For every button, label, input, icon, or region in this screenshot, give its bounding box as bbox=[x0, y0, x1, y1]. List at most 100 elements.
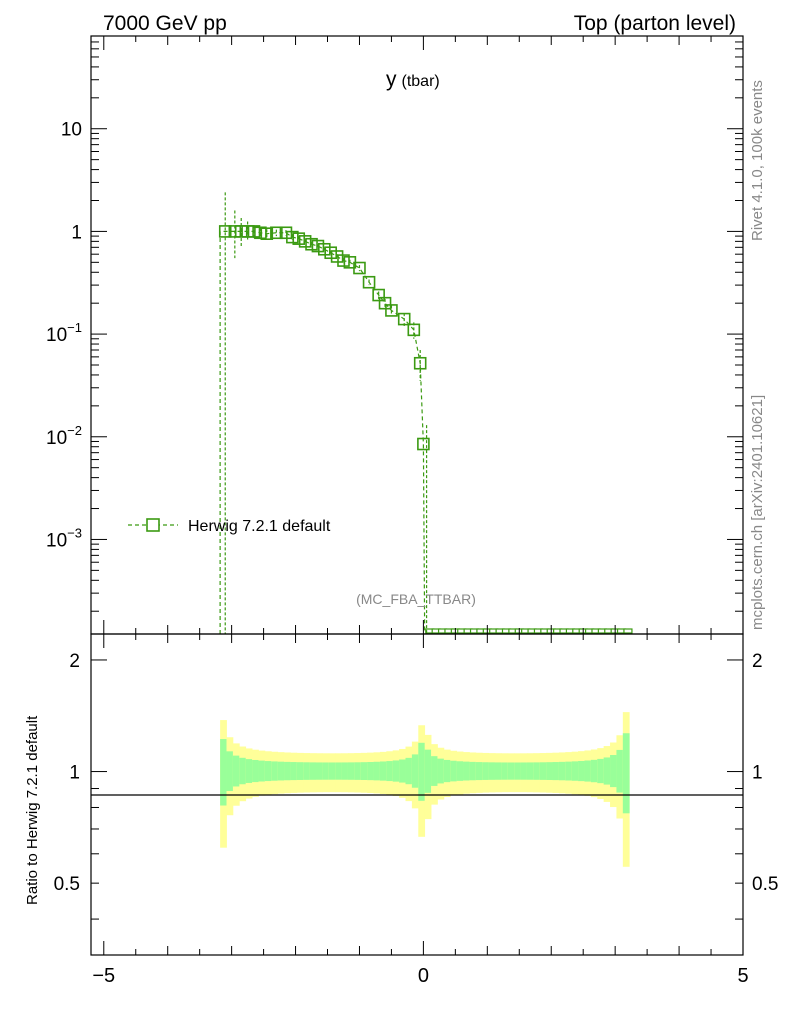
stat-uncertainty-band bbox=[584, 760, 592, 782]
stat-uncertainty-band bbox=[437, 758, 445, 784]
data-point-marker bbox=[298, 235, 312, 248]
data-point-marker bbox=[318, 242, 331, 256]
stat-uncertainty-band bbox=[520, 762, 528, 780]
data-point-marker bbox=[254, 226, 267, 240]
stat-uncertainty-band bbox=[526, 762, 534, 780]
ratio-bands bbox=[220, 712, 630, 867]
stat-uncertainty-band bbox=[264, 761, 272, 782]
stat-uncertainty-band bbox=[450, 760, 458, 782]
stat-uncertainty-band bbox=[610, 755, 617, 788]
stat-uncertainty-band bbox=[475, 762, 483, 781]
ratio-y-axis-label: Ratio to Herwig 7.2.1 default bbox=[24, 715, 41, 905]
stat-uncertainty-band bbox=[456, 761, 464, 781]
stat-uncertainty-band bbox=[232, 755, 240, 787]
stat-uncertainty-band bbox=[277, 761, 285, 781]
data-point-marker bbox=[260, 227, 274, 240]
stat-uncertainty-band bbox=[271, 761, 279, 781]
ratio-panel: 2 1 0.5 2 1 0.5 −5 0 5 Ratio to Herwig 7.2.1 de… bbox=[24, 633, 779, 987]
stat-uncertainty-band bbox=[392, 760, 400, 782]
data-point-marker bbox=[413, 356, 427, 370]
stat-uncertainty-band bbox=[603, 757, 611, 785]
stat-uncertainty-band bbox=[514, 762, 521, 780]
stat-uncertainty-band bbox=[347, 762, 355, 780]
mcplots-label: mcplots.cern.ch [arXiv:2401.10621] bbox=[749, 395, 766, 630]
data-point-marker bbox=[218, 225, 232, 238]
ratio-y-tick-label-right: 2 bbox=[752, 651, 763, 672]
data-point-marker bbox=[353, 261, 366, 275]
ratio-x-tick-labels: −5 0 5 bbox=[92, 965, 748, 987]
data-point-marker bbox=[292, 232, 306, 245]
ratio-y-tick-label-left: 1 bbox=[69, 763, 80, 784]
ratio-y-tick-label-left: 2 bbox=[69, 651, 80, 672]
process-label: Top (parton level) bbox=[574, 12, 736, 35]
legend-marker bbox=[146, 518, 160, 532]
ratio-axis-ticks bbox=[91, 634, 744, 955]
stat-uncertainty-band bbox=[424, 749, 432, 793]
stat-uncertainty-band bbox=[284, 761, 291, 781]
stat-uncertainty-band bbox=[622, 733, 630, 814]
stat-uncertainty-band bbox=[431, 756, 438, 786]
data-point-marker bbox=[372, 288, 385, 302]
data-point-marker bbox=[337, 254, 350, 267]
ratio-x-tick-label: 5 bbox=[737, 965, 748, 987]
stat-uncertainty-band bbox=[590, 759, 598, 783]
stat-uncertainty-band bbox=[290, 762, 298, 781]
data-point-marker bbox=[279, 226, 293, 240]
stat-uncertainty-band bbox=[354, 762, 362, 780]
stat-uncertainty-band bbox=[578, 760, 585, 782]
stat-uncertainty-band bbox=[373, 761, 381, 781]
main-y-tick-label: 10−1 bbox=[46, 320, 82, 346]
data-point-marker bbox=[305, 237, 318, 251]
data-point-marker bbox=[286, 230, 299, 244]
stat-uncertainty-band bbox=[482, 762, 489, 780]
stat-uncertainty-band bbox=[571, 761, 579, 781]
stat-uncertainty-band bbox=[220, 739, 227, 806]
stat-uncertainty-band bbox=[316, 762, 323, 780]
stat-uncertainty-band bbox=[367, 762, 374, 781]
data-point-marker bbox=[247, 225, 261, 238]
stat-uncertainty-band bbox=[303, 762, 311, 780]
stat-uncertainty-band bbox=[418, 742, 426, 801]
data-point-marker bbox=[397, 312, 411, 326]
ratio-x-tick-label: −5 bbox=[92, 965, 115, 987]
ratio-y-tick-labels: 2 1 0.5 2 1 0.5 bbox=[54, 651, 779, 895]
main-y-tick-label: 10−2 bbox=[46, 423, 82, 449]
stat-uncertainty-band bbox=[239, 757, 247, 785]
main-y-tick-label: 1 bbox=[71, 222, 82, 243]
stat-uncertainty-band bbox=[616, 749, 624, 793]
stat-uncertainty-band bbox=[411, 754, 419, 788]
main-y-tick-label: 10−3 bbox=[46, 525, 82, 551]
stat-uncertainty-band bbox=[335, 762, 342, 780]
stat-uncertainty-band bbox=[552, 762, 560, 781]
chart-title: y (tbar) bbox=[386, 68, 440, 91]
stat-uncertainty-band bbox=[597, 758, 605, 784]
data-point-marker bbox=[270, 226, 283, 240]
stat-uncertainty-band bbox=[360, 762, 368, 780]
stat-uncertainty-band bbox=[405, 757, 413, 785]
main-y-tick-labels: 10 1 10−1 10−2 10−3 bbox=[46, 120, 82, 552]
data-point-marker bbox=[378, 296, 392, 310]
stat-uncertainty-band bbox=[379, 761, 387, 781]
stat-uncertainty-band bbox=[507, 762, 515, 780]
data-point-marker bbox=[228, 225, 242, 238]
data-point-marker bbox=[385, 304, 398, 317]
stat-uncertainty-band bbox=[443, 759, 451, 783]
ratio-x-tick-label: 0 bbox=[418, 965, 429, 987]
ratio-y-tick-label-left: 0.5 bbox=[54, 874, 80, 895]
stat-uncertainty-band bbox=[386, 761, 394, 782]
legend-entry: Herwig 7.2.1 default bbox=[188, 518, 331, 535]
stat-uncertainty-band bbox=[245, 759, 253, 783]
rivet-version-label: Rivet 4.1.0, 100k events bbox=[749, 80, 766, 241]
main-y-tick-label: 10 bbox=[61, 120, 82, 141]
data-point-marker bbox=[234, 225, 248, 238]
mc-series bbox=[218, 192, 633, 635]
data-point-marker bbox=[324, 246, 338, 260]
stat-uncertainty-band bbox=[252, 759, 259, 783]
stat-uncertainty-band bbox=[533, 762, 541, 780]
stat-uncertainty-band bbox=[558, 761, 566, 781]
data-point-marker bbox=[311, 239, 325, 253]
stat-uncertainty-band bbox=[296, 762, 304, 780]
stat-uncertainty-band bbox=[565, 761, 573, 781]
stat-uncertainty-band bbox=[463, 761, 470, 781]
